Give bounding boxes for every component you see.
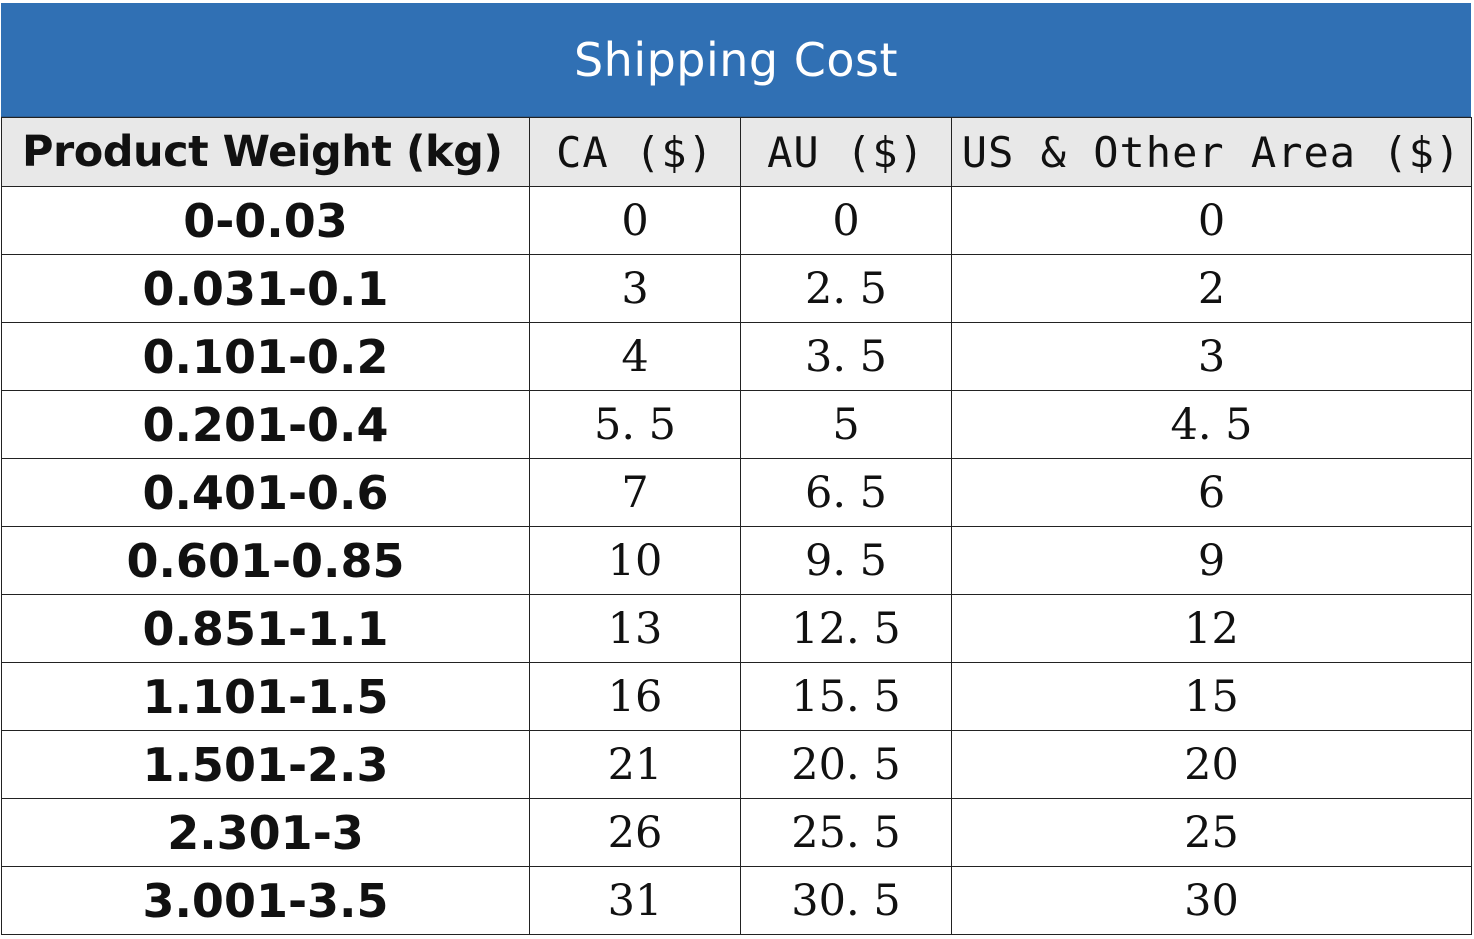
table-row: 2.301-3 26 25. 5 25	[1, 798, 1472, 867]
shipping-cost-sheet: Shipping Cost Product Weight (kg) CA ($)…	[1, 3, 1472, 935]
weight-cell: 2.301-3	[1, 798, 530, 867]
ca-cost-cell: 21	[529, 730, 741, 799]
shipping-cost-table: Product Weight (kg) CA ($) AU ($) US & O…	[1, 117, 1472, 935]
ca-cost-cell: 7	[529, 458, 741, 527]
ca-cost-cell: 13	[529, 594, 741, 663]
us-cost-cell: 6	[951, 458, 1472, 527]
column-header-us: US & Other Area ($)	[951, 117, 1472, 187]
column-header-weight: Product Weight (kg)	[1, 117, 530, 187]
weight-cell: 0.401-0.6	[1, 458, 530, 527]
weight-cell: 0.101-0.2	[1, 322, 530, 391]
table-row: 0-0.03 0 0 0	[1, 186, 1472, 255]
au-cost-cell: 6. 5	[740, 458, 952, 527]
weight-cell: 0-0.03	[1, 186, 530, 255]
au-cost-cell: 5	[740, 390, 952, 459]
us-cost-cell: 9	[951, 526, 1472, 595]
weight-cell: 0.601-0.85	[1, 526, 530, 595]
table-row: 1.101-1.5 16 15. 5 15	[1, 662, 1472, 731]
table-row: 3.001-3.5 31 30. 5 30	[1, 866, 1472, 935]
us-cost-cell: 30	[951, 866, 1472, 935]
ca-cost-cell: 26	[529, 798, 741, 867]
weight-cell: 0.201-0.4	[1, 390, 530, 459]
table-row: 0.201-0.4 5. 5 5 4. 5	[1, 390, 1472, 459]
weight-cell: 1.101-1.5	[1, 662, 530, 731]
us-cost-cell: 4. 5	[951, 390, 1472, 459]
ca-cost-cell: 31	[529, 866, 741, 935]
au-cost-cell: 9. 5	[740, 526, 952, 595]
ca-cost-cell: 0	[529, 186, 741, 255]
au-cost-cell: 30. 5	[740, 866, 952, 935]
header-row: Product Weight (kg) CA ($) AU ($) US & O…	[1, 117, 1472, 187]
us-cost-cell: 2	[951, 254, 1472, 323]
au-cost-cell: 20. 5	[740, 730, 952, 799]
au-cost-cell: 0	[740, 186, 952, 255]
ca-cost-cell: 5. 5	[529, 390, 741, 459]
weight-cell: 0.031-0.1	[1, 254, 530, 323]
us-cost-cell: 0	[951, 186, 1472, 255]
us-cost-cell: 12	[951, 594, 1472, 663]
weight-cell: 1.501-2.3	[1, 730, 530, 799]
us-cost-cell: 20	[951, 730, 1472, 799]
weight-cell: 3.001-3.5	[1, 866, 530, 935]
ca-cost-cell: 4	[529, 322, 741, 391]
au-cost-cell: 12. 5	[740, 594, 952, 663]
ca-cost-cell: 3	[529, 254, 741, 323]
table-row: 0.851-1.1 13 12. 5 12	[1, 594, 1472, 663]
weight-cell: 0.851-1.1	[1, 594, 530, 663]
us-cost-cell: 25	[951, 798, 1472, 867]
table-row: 1.501-2.3 21 20. 5 20	[1, 730, 1472, 799]
us-cost-cell: 3	[951, 322, 1472, 391]
ca-cost-cell: 16	[529, 662, 741, 731]
column-header-au: AU ($)	[740, 117, 952, 187]
table-title: Shipping Cost	[1, 3, 1471, 117]
au-cost-cell: 2. 5	[740, 254, 952, 323]
us-cost-cell: 15	[951, 662, 1472, 731]
ca-cost-cell: 10	[529, 526, 741, 595]
au-cost-cell: 15. 5	[740, 662, 952, 731]
au-cost-cell: 25. 5	[740, 798, 952, 867]
column-header-ca: CA ($)	[529, 117, 741, 187]
au-cost-cell: 3. 5	[740, 322, 952, 391]
